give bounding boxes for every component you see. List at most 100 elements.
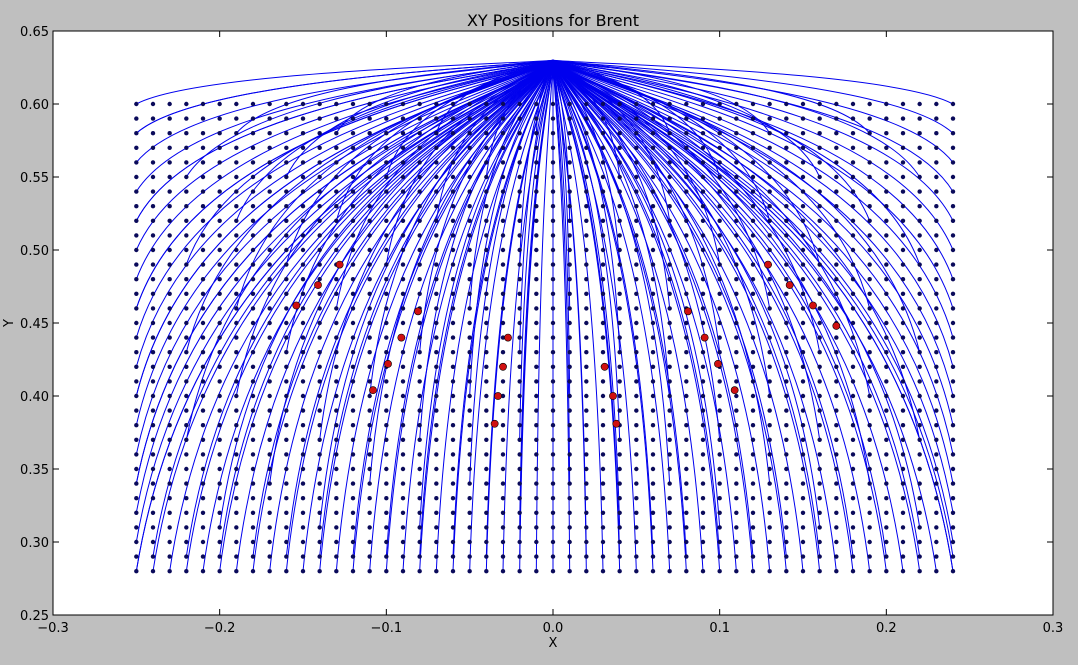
grid-point: [584, 510, 589, 515]
grid-point: [634, 335, 639, 340]
grid-point: [700, 539, 706, 545]
grid-point: [934, 393, 939, 399]
grid-point: [284, 554, 289, 559]
grid-point: [350, 554, 356, 559]
grid-point: [150, 204, 156, 209]
grid-point: [600, 131, 606, 136]
grid-point: [200, 101, 206, 107]
grid-point: [817, 393, 822, 399]
grid-point: [567, 174, 572, 180]
grid-point: [700, 131, 706, 136]
grid-point: [167, 481, 172, 486]
grid-point: [800, 116, 806, 121]
grid-point: [200, 320, 206, 326]
grid-point: [667, 277, 672, 282]
grid-point: [350, 233, 356, 238]
grid-point: [950, 364, 956, 369]
grid-point: [617, 481, 622, 486]
grid-point: [934, 101, 939, 107]
red-point: [369, 386, 377, 395]
grid-point: [550, 393, 556, 399]
grid-point: [567, 408, 572, 413]
grid-point: [517, 291, 522, 296]
grid-point: [484, 554, 489, 559]
y-tick-label: 0.40: [20, 390, 49, 405]
grid-point: [650, 116, 656, 121]
grid-point: [934, 306, 939, 311]
grid-point: [800, 204, 806, 209]
grid-point: [517, 145, 522, 150]
grid-point: [684, 539, 689, 545]
x-tick-label: −0.1: [371, 621, 403, 636]
grid-point: [134, 364, 139, 369]
grid-point: [267, 423, 272, 428]
grid-point: [367, 160, 372, 165]
grid-point: [384, 393, 389, 399]
grid-point: [334, 335, 339, 340]
grid-point: [234, 131, 239, 136]
grid-point: [450, 262, 456, 267]
grid-point: [784, 569, 789, 574]
grid-point: [884, 350, 889, 355]
grid-point: [800, 350, 806, 355]
grid-point: [350, 204, 356, 209]
grid-point: [584, 233, 589, 238]
grid-point: [734, 160, 739, 165]
grid-point: [800, 131, 806, 136]
grid-point: [167, 437, 172, 442]
grid-point: [750, 539, 756, 545]
grid-point: [817, 291, 822, 296]
grid-point: [567, 189, 572, 194]
grid-point: [867, 408, 872, 413]
grid-point: [284, 262, 289, 267]
grid-point: [184, 204, 189, 209]
grid-point: [367, 423, 372, 428]
trajectory-line: [235, 59, 554, 309]
grid-point: [617, 569, 622, 574]
grid-point: [167, 320, 172, 326]
grid-point: [534, 569, 539, 574]
grid-point: [584, 218, 589, 223]
grid-point: [467, 145, 472, 150]
grid-point: [550, 539, 556, 545]
grid-point: [684, 174, 689, 180]
grid-point: [634, 204, 639, 209]
grid-point: [700, 247, 706, 253]
grid-point: [217, 145, 222, 150]
grid-point: [284, 437, 289, 442]
grid-point: [684, 350, 689, 355]
grid-point: [467, 101, 472, 107]
grid-point: [434, 393, 439, 399]
grid-point: [334, 204, 339, 209]
grid-point: [667, 393, 672, 399]
grid-point: [750, 233, 756, 238]
grid-point: [684, 233, 689, 238]
grid-point: [534, 393, 539, 399]
grid-point: [300, 452, 306, 457]
grid-point: [484, 189, 489, 194]
grid-point: [700, 466, 706, 472]
grid-point: [667, 481, 672, 486]
grid-point: [717, 233, 722, 238]
grid-point: [417, 218, 422, 223]
grid-point: [900, 320, 906, 326]
grid-point: [134, 539, 139, 545]
grid-point: [367, 481, 372, 486]
grid-point: [650, 101, 656, 107]
grid-point: [500, 262, 506, 267]
grid-point: [667, 204, 672, 209]
grid-point: [817, 510, 822, 515]
grid-point: [467, 131, 472, 136]
grid-point: [150, 233, 156, 238]
grid-point: [834, 247, 839, 253]
grid-point: [717, 145, 722, 150]
red-point: [292, 301, 301, 310]
grid-point: [417, 452, 422, 457]
grid-point: [784, 116, 789, 121]
grid-point: [317, 247, 322, 253]
grid-point: [784, 204, 789, 209]
grid-point: [784, 291, 789, 296]
grid-point: [867, 379, 872, 384]
grid-point: [467, 569, 472, 574]
grid-point: [400, 452, 406, 457]
